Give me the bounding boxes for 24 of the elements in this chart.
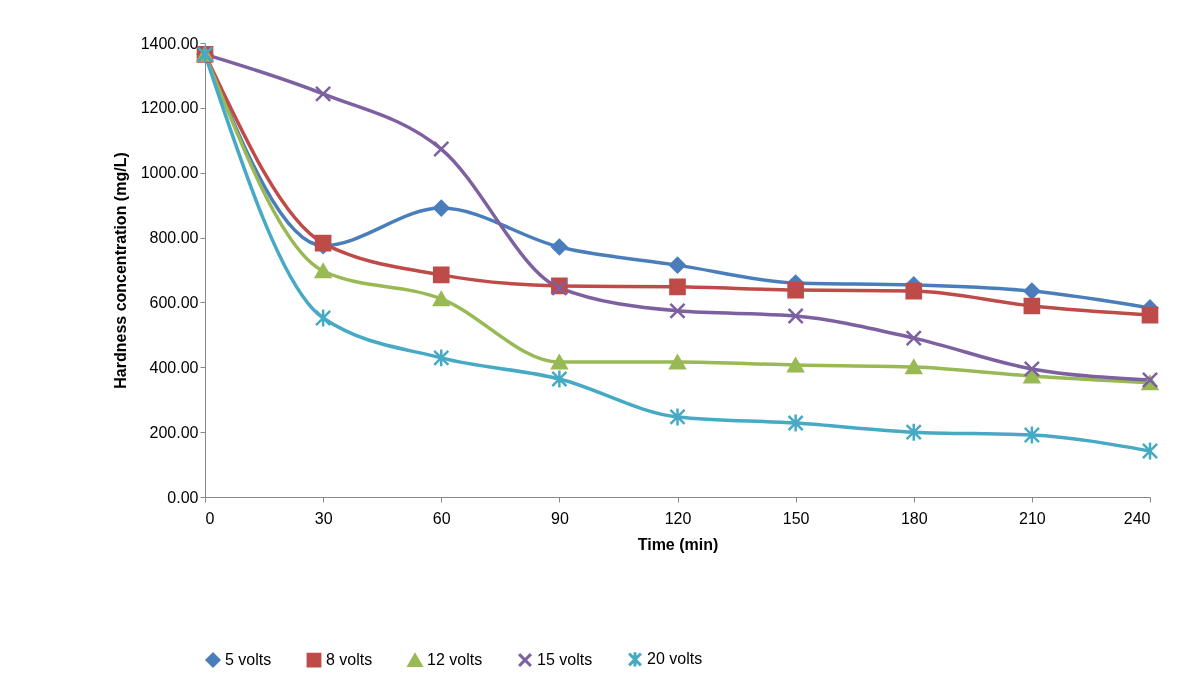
legend-label: 8 volts	[326, 651, 373, 669]
y-tick-label: 800.00	[149, 229, 199, 247]
x-axis-title: Time (min)	[637, 535, 719, 553]
legend-label: 12 volts	[427, 651, 483, 669]
x-tick-label: 30	[314, 509, 333, 527]
y-tick-label: 1200.00	[140, 99, 199, 117]
y-tick-label: 0.00	[167, 488, 199, 506]
x-tick-label: 180	[900, 509, 928, 527]
legend-label: 20 volts	[647, 650, 703, 668]
y-tick-label: 200.00	[149, 423, 199, 441]
legend-label: 5 volts	[225, 651, 272, 669]
y-tick-label: 400.00	[149, 358, 199, 376]
x-tick-label: 120	[664, 509, 692, 527]
x-tick-label: 90	[550, 509, 569, 527]
y-tick-label: 1000.00	[140, 164, 199, 182]
x-tick-label: 0	[205, 509, 215, 527]
y-tick-label: 1400.00	[140, 34, 199, 52]
x-tick-label: 210	[1019, 509, 1046, 527]
x-tick-label: 60	[432, 509, 451, 527]
x-tick-label: 240	[1123, 509, 1151, 527]
y-axis-title: Hardness concentration (mg/L)	[111, 152, 129, 389]
x-tick-label: 150	[782, 509, 810, 527]
y-tick-label: 600.00	[149, 293, 199, 311]
legend-label: 15 volts	[537, 651, 593, 669]
